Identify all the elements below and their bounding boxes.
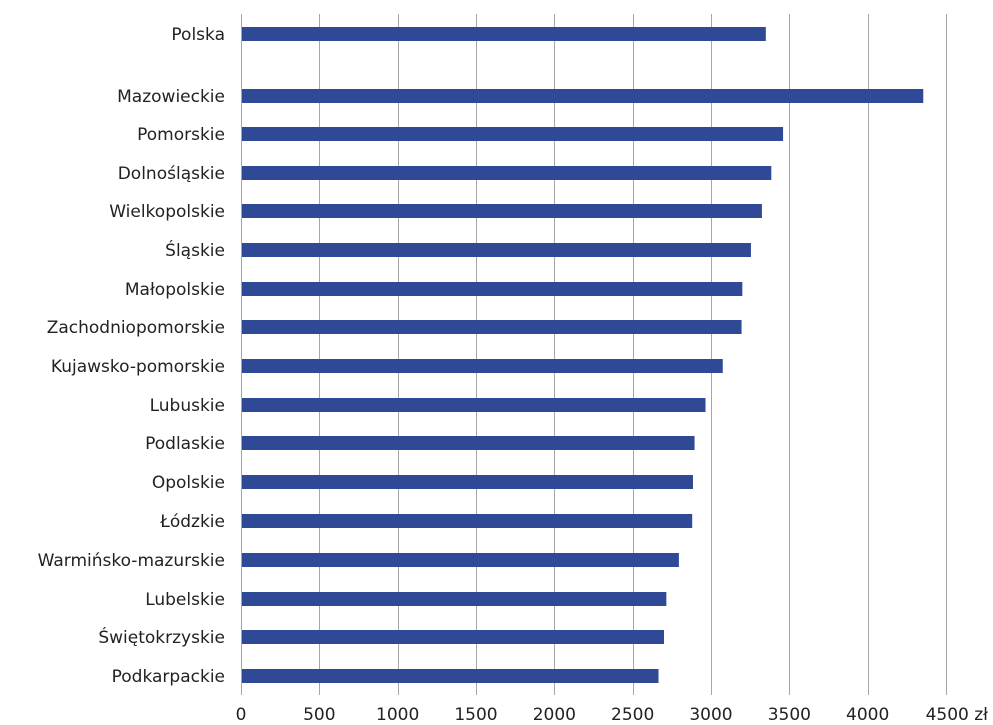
bar-polska — [242, 27, 766, 41]
x-tick-label-1000: 1000 — [376, 705, 419, 725]
bar-malopolskie — [242, 282, 743, 296]
x-tick-label-2000: 2000 — [533, 705, 576, 725]
category-label-opolskie: Opolskie — [152, 473, 225, 493]
x-tick-label-2500: 2500 — [611, 705, 654, 725]
bar-mazowieckie — [242, 89, 924, 103]
x-tick-label-3000: 3000 — [689, 705, 732, 725]
category-label-warminsko-mazurskie: Warmińsko-mazurskie — [38, 551, 225, 571]
bar-wielkopolskie — [242, 204, 762, 218]
bar-lubuskie — [242, 398, 706, 412]
category-label-lodzkie: Łódzkie — [159, 512, 225, 532]
category-labels: Polska Mazowieckie Pomorskie Dolnośląskie Wi… — [38, 25, 225, 687]
category-label-swietokrzyskie: Świętokrzyskie — [98, 626, 225, 648]
x-tick-label-1500: 1500 — [454, 705, 497, 725]
category-label-wielkopolskie: Wielkopolskie — [109, 202, 225, 222]
bar-slaskie — [242, 243, 751, 257]
category-label-mazowieckie: Mazowieckie — [117, 87, 225, 107]
category-label-podlaskie: Podlaskie — [145, 434, 225, 454]
x-tick-label-3500: 3500 — [768, 705, 811, 725]
bar-warminsko-mazurskie — [242, 553, 679, 567]
bar-pomorskie — [242, 127, 784, 141]
x-tick-label-4500: 4500 zł — [926, 705, 989, 725]
category-label-malopolskie: Małopolskie — [125, 280, 225, 300]
category-label-kujawsko-pomorskie: Kujawsko-pomorskie — [51, 357, 225, 377]
x-axis-tick-labels: 0 500 1000 1500 2000 2500 3000 3500 4000 4500 zł — [236, 705, 989, 725]
category-label-pomorskie: Pomorskie — [137, 125, 225, 145]
bar-swietokrzyskie — [242, 630, 664, 644]
category-label-lubelskie: Lubelskie — [145, 590, 225, 610]
bar-podlaskie — [242, 436, 695, 450]
bar-podkarpackie — [242, 669, 659, 683]
category-label-podkarpackie: Podkarpackie — [112, 667, 225, 687]
category-label-lubuskie: Lubuskie — [150, 396, 225, 416]
bar-zachodniopomorskie — [242, 320, 742, 334]
category-label-zachodniopomorskie: Zachodniopomorskie — [47, 318, 225, 338]
category-label-slaskie: Śląskie — [165, 239, 225, 261]
bars — [242, 27, 924, 683]
bar-lubelskie — [242, 592, 667, 606]
x-tick-label-4000: 4000 — [846, 705, 889, 725]
x-tick-label-0: 0 — [236, 705, 247, 725]
bar-dolnoslaskie — [242, 166, 772, 180]
category-label-polska: Polska — [171, 25, 225, 45]
bar-kujawsko-pomorskie — [242, 359, 723, 373]
bar-opolskie — [242, 475, 693, 489]
x-tick-label-500: 500 — [303, 705, 335, 725]
bar-lodzkie — [242, 514, 693, 528]
category-label-dolnoslaskie: Dolnośląskie — [118, 164, 225, 184]
